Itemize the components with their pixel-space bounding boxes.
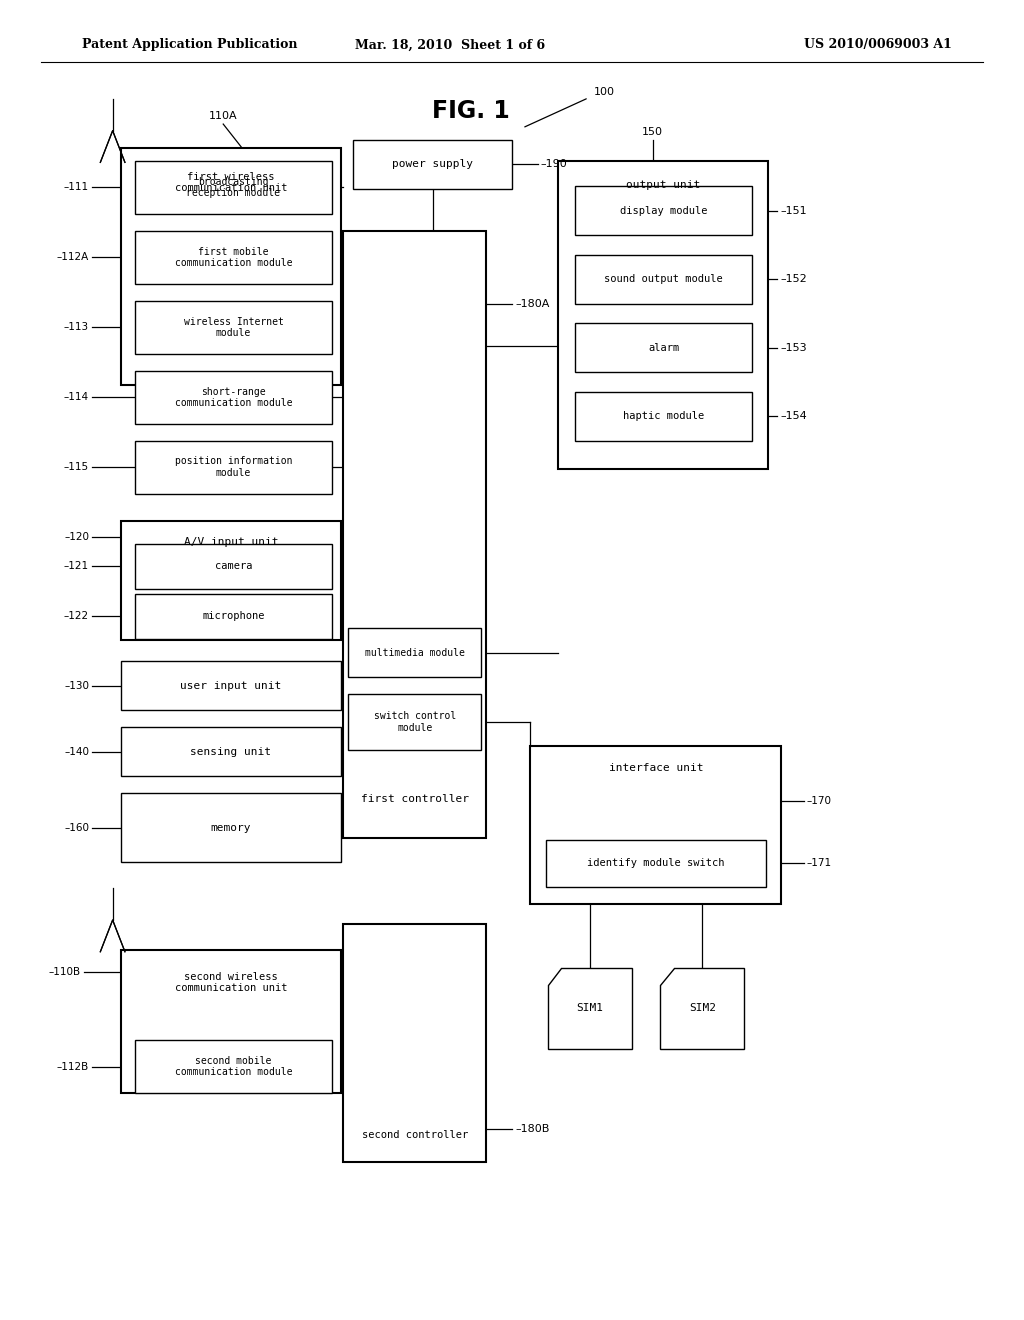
Text: –180B: –180B	[515, 1123, 550, 1134]
FancyBboxPatch shape	[135, 594, 332, 639]
Text: wireless Internet
module: wireless Internet module	[183, 317, 284, 338]
FancyBboxPatch shape	[575, 392, 752, 441]
Text: –110B: –110B	[49, 966, 81, 977]
FancyBboxPatch shape	[343, 924, 486, 1162]
FancyBboxPatch shape	[135, 231, 332, 284]
Text: alarm: alarm	[648, 343, 679, 352]
FancyBboxPatch shape	[558, 161, 768, 469]
Text: –152: –152	[780, 275, 807, 284]
Text: –170: –170	[807, 796, 831, 807]
Polygon shape	[548, 968, 632, 1049]
Text: sound output module: sound output module	[604, 275, 723, 284]
Text: –151: –151	[780, 206, 807, 215]
FancyBboxPatch shape	[121, 661, 341, 710]
Text: SIM1: SIM1	[577, 1003, 603, 1014]
FancyBboxPatch shape	[348, 628, 481, 677]
FancyBboxPatch shape	[135, 1040, 332, 1093]
Text: memory: memory	[211, 822, 251, 833]
Text: sensing unit: sensing unit	[190, 747, 271, 756]
Text: –114: –114	[63, 392, 89, 403]
Text: –120: –120	[65, 532, 89, 543]
Text: Mar. 18, 2010  Sheet 1 of 6: Mar. 18, 2010 Sheet 1 of 6	[355, 38, 546, 51]
FancyBboxPatch shape	[135, 441, 332, 494]
Text: first wireless
communication unit: first wireless communication unit	[175, 172, 287, 193]
Text: A/V input unit: A/V input unit	[183, 537, 279, 548]
FancyBboxPatch shape	[121, 793, 341, 862]
Text: position information
module: position information module	[175, 457, 292, 478]
Text: FIG. 1: FIG. 1	[432, 99, 510, 123]
FancyBboxPatch shape	[343, 231, 486, 838]
Text: –140: –140	[65, 747, 89, 756]
Text: –122: –122	[63, 611, 89, 622]
FancyBboxPatch shape	[530, 746, 781, 904]
Text: user input unit: user input unit	[180, 681, 282, 690]
FancyBboxPatch shape	[121, 950, 341, 1093]
FancyBboxPatch shape	[121, 727, 341, 776]
FancyBboxPatch shape	[135, 301, 332, 354]
Text: –190: –190	[541, 160, 567, 169]
Text: first controller: first controller	[360, 793, 469, 804]
FancyBboxPatch shape	[121, 148, 341, 385]
Text: 100: 100	[594, 87, 615, 98]
Text: SIM2: SIM2	[689, 1003, 716, 1014]
Text: camera: camera	[215, 561, 252, 572]
FancyBboxPatch shape	[348, 694, 481, 750]
Text: short-range
communication module: short-range communication module	[175, 387, 292, 408]
Text: 110A: 110A	[209, 111, 238, 121]
Text: –115: –115	[63, 462, 89, 473]
Text: –180A: –180A	[515, 298, 550, 309]
Text: –171: –171	[807, 858, 833, 869]
Text: display module: display module	[620, 206, 708, 215]
Text: –153: –153	[780, 343, 807, 352]
Text: –121: –121	[63, 561, 89, 572]
Text: second mobile
communication module: second mobile communication module	[175, 1056, 292, 1077]
Text: –160: –160	[65, 822, 89, 833]
FancyBboxPatch shape	[135, 161, 332, 214]
FancyBboxPatch shape	[575, 255, 752, 304]
Text: power supply: power supply	[392, 160, 473, 169]
FancyBboxPatch shape	[353, 140, 512, 189]
Text: –112B: –112B	[57, 1061, 89, 1072]
Text: second wireless
communication unit: second wireless communication unit	[175, 972, 287, 993]
Text: microphone: microphone	[202, 611, 265, 622]
FancyBboxPatch shape	[575, 323, 752, 372]
Polygon shape	[100, 920, 125, 952]
Text: second controller: second controller	[361, 1130, 468, 1140]
Text: US 2010/0069003 A1: US 2010/0069003 A1	[805, 38, 952, 51]
Text: –112A: –112A	[57, 252, 89, 263]
Text: first mobile
communication module: first mobile communication module	[175, 247, 292, 268]
Text: –113: –113	[63, 322, 89, 333]
Text: –130: –130	[65, 681, 89, 690]
Text: –154: –154	[780, 412, 807, 421]
Text: switch control
module: switch control module	[374, 711, 456, 733]
FancyBboxPatch shape	[135, 371, 332, 424]
Polygon shape	[660, 968, 744, 1049]
Text: 150: 150	[642, 127, 664, 137]
FancyBboxPatch shape	[135, 544, 332, 589]
FancyBboxPatch shape	[575, 186, 752, 235]
FancyBboxPatch shape	[121, 521, 341, 640]
Text: interface unit: interface unit	[608, 763, 703, 774]
Text: haptic module: haptic module	[623, 412, 705, 421]
Text: output unit: output unit	[626, 180, 700, 190]
Text: multimedia module: multimedia module	[365, 648, 465, 657]
Text: broadcasting
reception module: broadcasting reception module	[186, 177, 281, 198]
Text: Patent Application Publication: Patent Application Publication	[82, 38, 297, 51]
FancyBboxPatch shape	[546, 840, 766, 887]
Text: –111: –111	[63, 182, 89, 193]
Text: identify module switch: identify module switch	[587, 858, 725, 869]
Polygon shape	[100, 131, 125, 162]
